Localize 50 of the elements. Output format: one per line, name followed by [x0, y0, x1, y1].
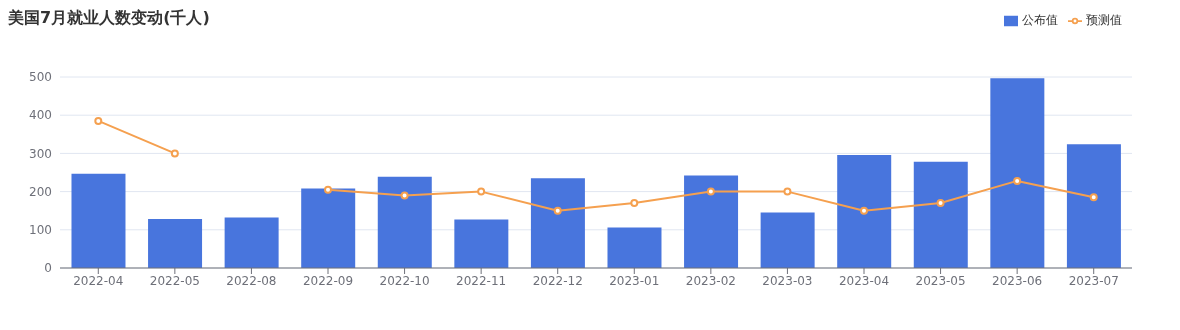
bar	[377, 176, 432, 268]
bar	[530, 178, 585, 268]
point	[630, 199, 639, 208]
x-tick-label: 2022-11	[456, 273, 507, 288]
x-tick-label: 2022-04	[73, 273, 124, 288]
point	[170, 149, 179, 158]
bar	[760, 212, 815, 268]
x-tick-label: 2023-02	[685, 273, 736, 288]
bar	[224, 217, 279, 268]
point	[94, 116, 103, 125]
legend-label: 预测值	[1086, 13, 1122, 27]
point	[1013, 176, 1022, 185]
bar	[454, 219, 509, 268]
x-tick-label: 2022-12	[532, 273, 583, 288]
bar	[913, 161, 968, 268]
bar	[607, 227, 662, 268]
bar	[837, 154, 892, 268]
y-tick-label: 0	[44, 261, 52, 276]
bar	[71, 173, 126, 268]
y-tick-label: 400	[29, 108, 52, 123]
x-tick-label: 2023-05	[915, 273, 966, 288]
x-tick-label: 2023-01	[609, 273, 660, 288]
legend-label: 公布值	[1022, 13, 1058, 27]
point	[324, 185, 332, 194]
y-tick-label: 300	[29, 146, 52, 161]
point	[400, 191, 409, 200]
x-tick-label: 2023-04	[838, 273, 890, 288]
x-tick-label: 2023-06	[992, 273, 1043, 288]
point	[553, 206, 562, 215]
point	[706, 187, 715, 196]
bar	[990, 78, 1045, 268]
point	[477, 187, 486, 196]
point	[783, 187, 792, 196]
point	[936, 199, 945, 208]
x-tick-label: 2023-07	[1068, 273, 1119, 288]
y-tick-label: 100	[29, 223, 52, 238]
bar	[301, 188, 356, 268]
y-tick-label: 500	[29, 70, 52, 85]
point	[860, 206, 868, 215]
bar	[684, 175, 739, 268]
x-tick-label: 2022-09	[302, 273, 354, 288]
x-tick-label: 2023-03	[762, 273, 813, 288]
chart-title: 美国7月就业人数变动(千人)	[8, 8, 210, 29]
x-tick-label: 2022-05	[149, 273, 200, 288]
y-tick-label: 200	[29, 184, 52, 199]
bar	[1066, 144, 1121, 268]
bar	[148, 219, 203, 268]
point	[1089, 193, 1098, 202]
x-tick-label: 2022-10	[379, 273, 430, 288]
x-tick-label: 2022-08	[226, 273, 277, 288]
